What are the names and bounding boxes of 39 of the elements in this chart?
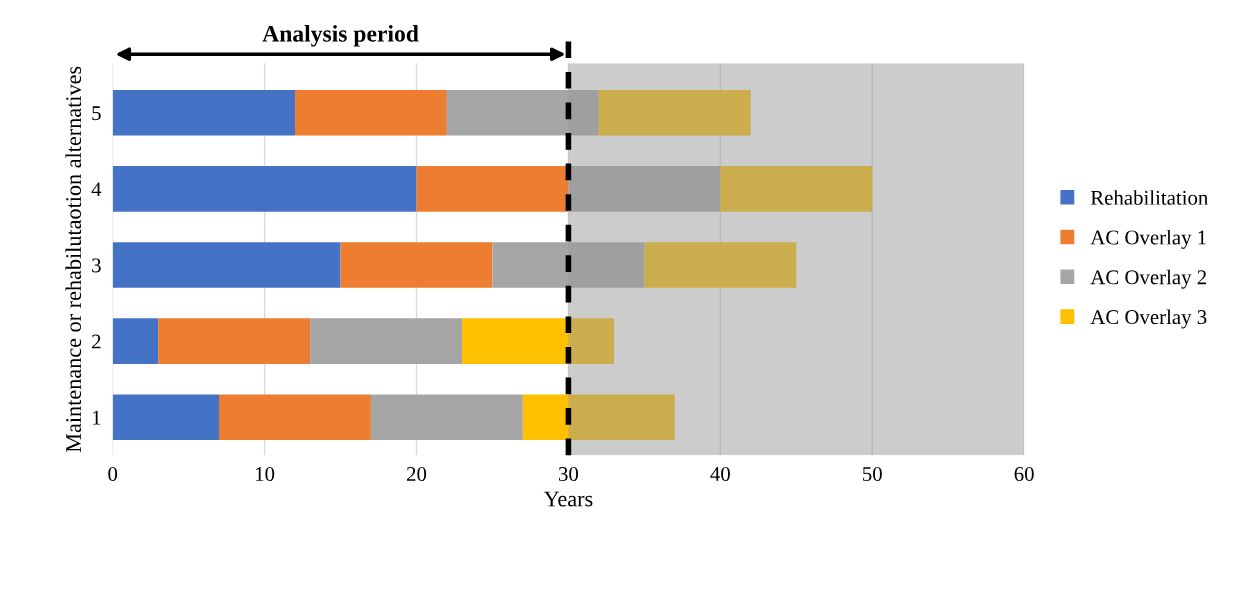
bar	[219, 394, 371, 441]
x-tick-label: 10	[256, 466, 275, 482]
bar	[492, 242, 645, 288]
bar	[522, 394, 675, 441]
bar	[340, 242, 493, 288]
bar	[294, 89, 447, 136]
y-tick-label: 2	[92, 334, 101, 349]
bar	[644, 242, 797, 288]
bar	[112, 394, 220, 441]
y-tick-label: 5	[92, 106, 101, 121]
bar	[598, 89, 751, 136]
bar	[568, 166, 721, 212]
bar	[462, 318, 614, 364]
bar	[112, 89, 295, 136]
bar	[112, 242, 341, 288]
x-axis-title: Years	[543, 491, 593, 507]
bar	[720, 166, 873, 212]
y-tick-label: 4	[91, 182, 102, 197]
text: Analysis period	[262, 25, 419, 47]
y-axis-title: Maintenance or rehabilutaotion alternatives	[65, 66, 82, 453]
bar	[158, 318, 311, 364]
bar	[416, 166, 569, 212]
x-tick-label: 20	[407, 466, 427, 482]
y-tick-label: 3	[92, 258, 101, 273]
x-tick-label: 40	[710, 466, 730, 482]
x-tick-label: 50	[863, 466, 882, 482]
legend-label: Rehabilitation	[1090, 190, 1208, 205]
legend-label: AC Overlay 3	[1090, 309, 1207, 329]
x-tick-label: 0	[108, 466, 118, 482]
bar	[112, 318, 159, 364]
x-tick-label: 60	[1014, 466, 1034, 482]
x-tick-label: 30	[558, 466, 579, 482]
bar	[310, 318, 463, 364]
bar	[370, 394, 523, 441]
y-tick-label: 1	[92, 410, 101, 425]
legend-label: AC Overlay 2	[1090, 269, 1206, 289]
bar	[112, 166, 417, 212]
legend-label: AC Overlay 1	[1090, 229, 1206, 249]
bar	[446, 89, 599, 136]
